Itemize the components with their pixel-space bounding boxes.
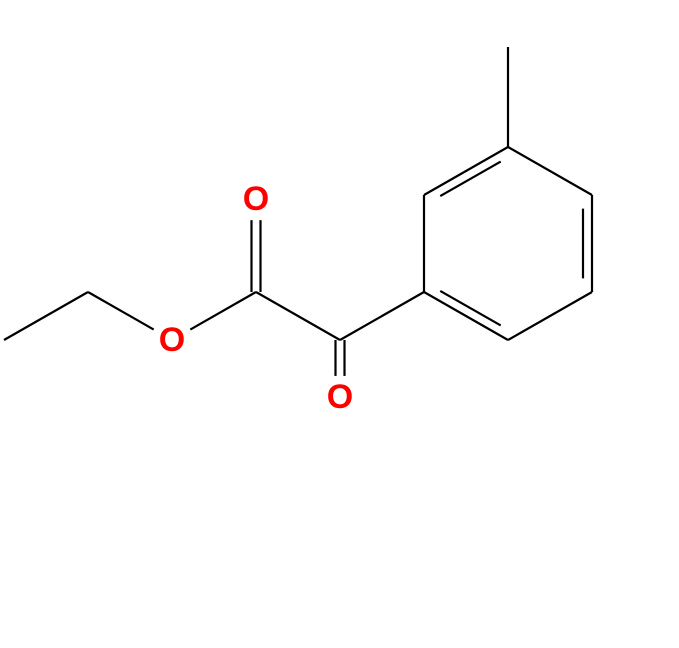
diagram-background <box>0 0 679 648</box>
atom-label-oxygen: O <box>159 321 185 359</box>
atom-label-oxygen: O <box>243 180 269 218</box>
atom-label-oxygen: O <box>327 378 353 416</box>
molecule-structure: O O O <box>0 0 679 648</box>
